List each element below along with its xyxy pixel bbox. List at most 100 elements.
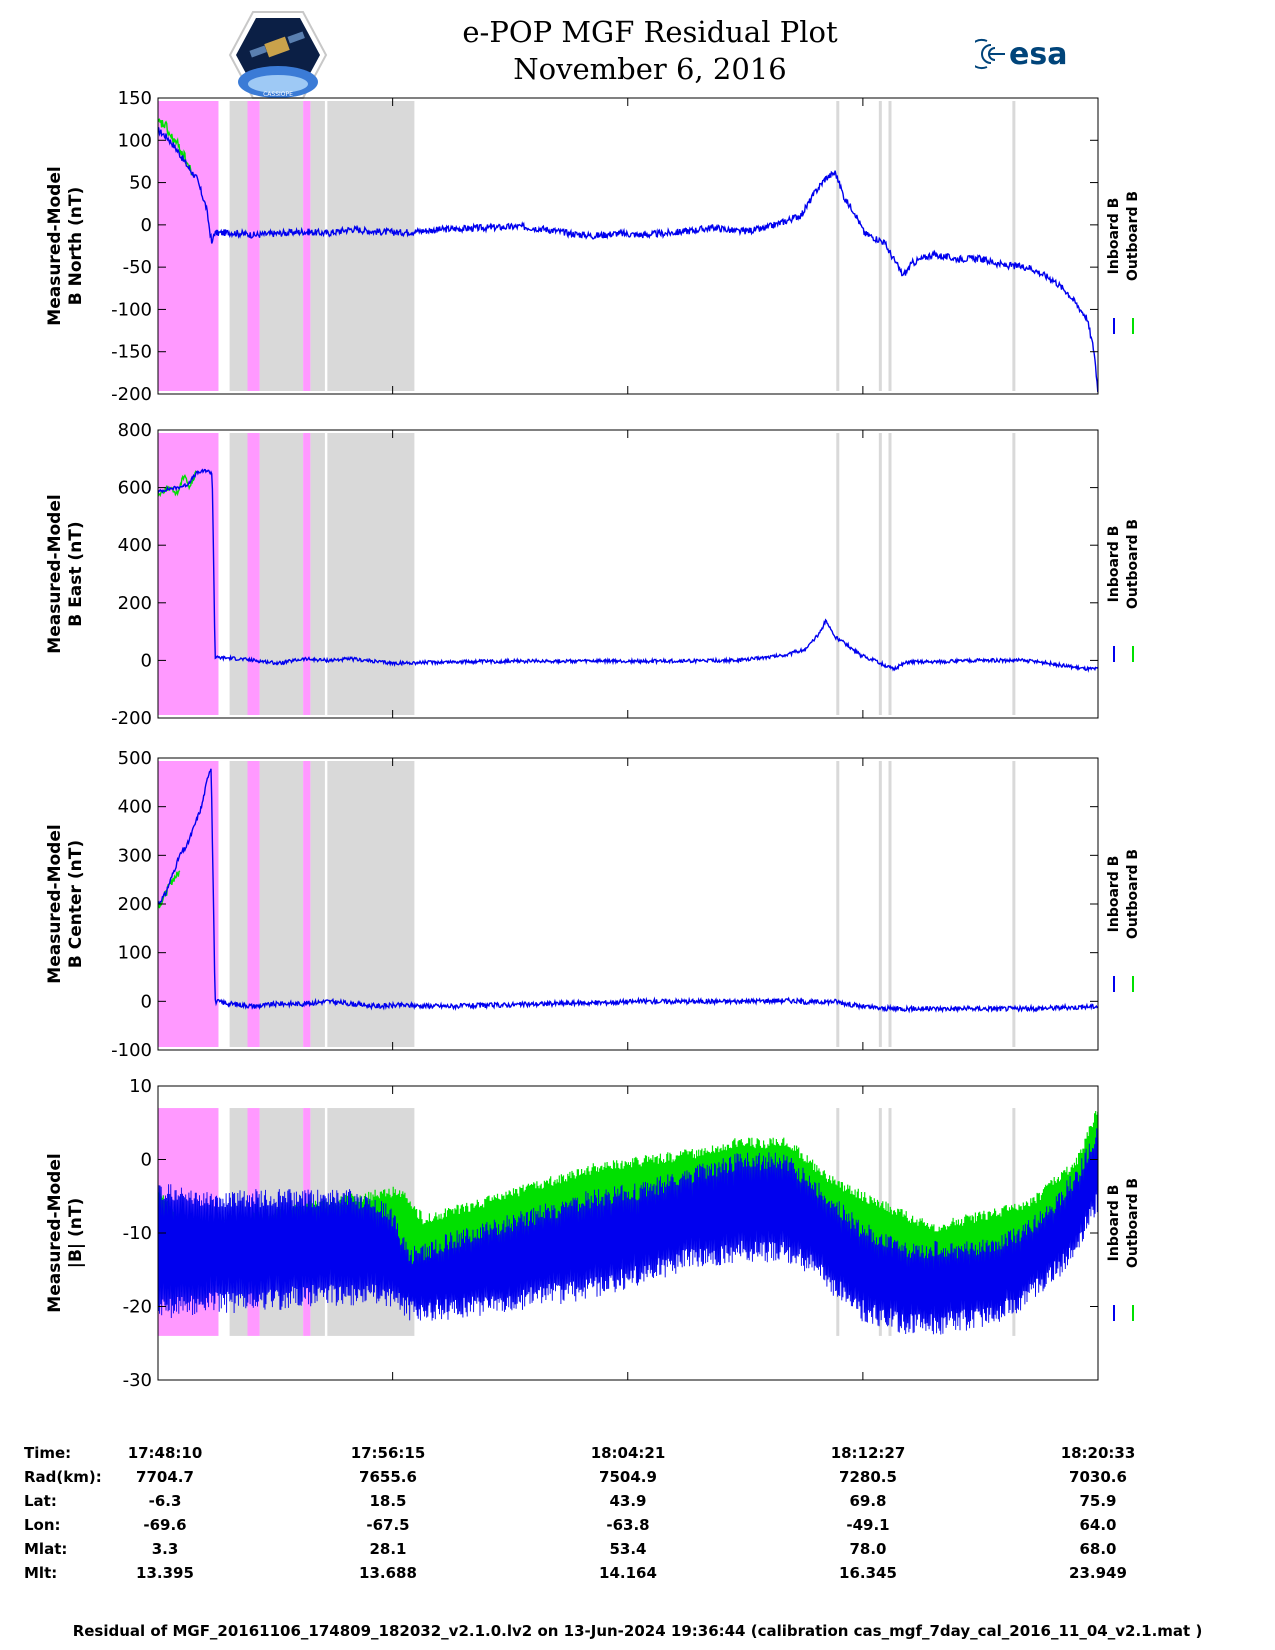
outboard-trace	[158, 470, 198, 498]
data-layer	[158, 468, 1098, 673]
y-tick-label: 10	[129, 1076, 152, 1097]
y-tick-label: 600	[118, 478, 152, 499]
gray-band	[229, 101, 248, 391]
panel-1: 150 100 50 0 -50 -100 -150 -200 Measured-ModelB …	[45, 88, 1141, 405]
footer-caption: Residual of MGF_20161106_174809_182032_v…	[72, 1622, 1203, 1640]
info-row: Rad(km): 7704.7 7655.6 7504.9 7280.5 7030.6	[0, 1468, 1275, 1490]
y-tick-label: 200	[118, 894, 152, 915]
info-value: 28.1	[369, 1540, 407, 1558]
pink-band	[158, 101, 219, 391]
gray-band	[310, 761, 325, 1047]
info-value: -49.1	[846, 1516, 890, 1534]
gray-band	[836, 101, 840, 391]
data-layer	[158, 1111, 1098, 1335]
gray-band	[259, 101, 304, 391]
y-tick-label: -50	[123, 257, 152, 278]
gray-band	[878, 761, 882, 1047]
pink-band	[247, 761, 260, 1047]
cassiope-logo: CASSIOPE	[228, 11, 328, 99]
gray-band	[310, 101, 325, 391]
info-value: -6.3	[148, 1492, 182, 1510]
pink-band	[158, 761, 219, 1047]
y-tick-label: -30	[123, 1370, 152, 1391]
gray-band	[229, 433, 248, 715]
panel-3: 500 400 300 200 100 0 -100 Measured-ModelB Cent…	[45, 748, 1141, 1061]
gray-band	[836, 761, 840, 1047]
info-row: Time: 17:48:10 17:56:15 18:04:21 18:12:27 18:…	[0, 1444, 1275, 1466]
info-value: 53.4	[609, 1540, 647, 1558]
legend-inboard-label: Inboard B	[1106, 1185, 1122, 1262]
pink-band	[303, 101, 311, 391]
info-row-label: Mlat:	[24, 1540, 68, 1558]
y-tick-label: 100	[118, 130, 152, 151]
info-value: 14.164	[599, 1564, 657, 1582]
info-value: 3.3	[151, 1540, 179, 1558]
y-tick-label: 0	[141, 991, 152, 1012]
info-value: 18:12:27	[830, 1444, 906, 1462]
esa-logo-text: esa	[1009, 37, 1067, 72]
pink-band	[158, 433, 219, 715]
info-row: Lon: -69.6 -67.5 -63.8 -49.1 64.0	[0, 1516, 1275, 1538]
data-layer	[158, 118, 1098, 393]
info-value: -69.6	[143, 1516, 187, 1534]
info-value: 18:04:21	[590, 1444, 666, 1462]
info-value: 18:20:33	[1060, 1444, 1136, 1462]
y-tick-label: 300	[118, 845, 152, 866]
y-tick-label: -20	[123, 1297, 152, 1318]
info-value: 17:48:10	[127, 1444, 203, 1462]
info-row-label: Lat:	[24, 1492, 57, 1510]
y-tick-label: 150	[118, 88, 152, 109]
info-value: 68.0	[1079, 1540, 1117, 1558]
legend-inboard-label: Inboard B	[1106, 856, 1122, 933]
gray-band	[259, 761, 304, 1047]
pink-band	[303, 761, 311, 1047]
info-value: 69.8	[849, 1492, 887, 1510]
esa-logo-emblem	[975, 39, 1005, 69]
info-value: 7704.7	[136, 1468, 194, 1486]
info-row-label: Lon:	[24, 1516, 61, 1534]
residual-plots: 150100500-50-100-150-200Measured-ModelB …	[45, 88, 1141, 1391]
y-tick-label: -200	[111, 384, 152, 405]
legend: Inboard B Outboard B	[1106, 849, 1141, 992]
page-title: e-POP MGF Residual Plot	[462, 15, 838, 49]
y-axis-label: Measured-ModelB North (nT)	[45, 166, 86, 325]
y-tick-label: 500	[118, 748, 152, 769]
pink-band	[247, 101, 260, 391]
orbit-info-table: Time: 17:48:10 17:56:15 18:04:21 18:12:27 18:…	[0, 1444, 1275, 1622]
info-value: 7504.9	[599, 1468, 657, 1486]
y-tick-label: 100	[118, 943, 152, 964]
panel-4: 10 0 -10 -20 -30 Measured-Model|B| (nT) Inboar…	[45, 1076, 1141, 1391]
y-tick-label: -150	[111, 342, 152, 363]
info-value: 17:56:15	[350, 1444, 426, 1462]
info-value: 64.0	[1079, 1516, 1117, 1534]
gray-band	[836, 433, 840, 715]
gray-band	[229, 761, 248, 1047]
info-value: -67.5	[366, 1516, 410, 1534]
gray-band	[327, 761, 415, 1047]
y-tick-label: 0	[141, 1150, 152, 1171]
gray-band	[888, 101, 892, 391]
y-tick-label: 50	[129, 173, 152, 194]
legend-outboard-label: Outboard B	[1125, 849, 1141, 939]
inboard-trace	[158, 1128, 1098, 1335]
y-tick-label: 0	[141, 215, 152, 236]
y-tick-label: -100	[111, 1040, 152, 1061]
y-axis-label: Measured-ModelB East (nT)	[45, 494, 86, 653]
info-row-label: Time:	[24, 1444, 72, 1462]
info-row: Mlat: 3.3 28.1 53.4 78.0 68.0	[0, 1540, 1275, 1562]
info-value: 13.688	[359, 1564, 417, 1582]
legend-outboard-label: Outboard B	[1125, 519, 1141, 609]
pink-band	[303, 433, 311, 715]
info-value: 23.949	[1069, 1564, 1127, 1582]
legend: Inboard B Outboard B	[1106, 1178, 1141, 1321]
gray-band	[327, 433, 415, 715]
gray-band	[1012, 433, 1016, 715]
legend-inboard-label: Inboard B	[1106, 198, 1122, 275]
inboard-trace	[158, 768, 1098, 1014]
y-tick-label: 200	[118, 593, 152, 614]
info-row-label: Rad(km):	[24, 1468, 102, 1486]
y-axis-label: Measured-Model|B| (nT)	[45, 1153, 86, 1312]
info-value: -63.8	[606, 1516, 650, 1534]
gray-band	[259, 433, 304, 715]
legend: Inboard B Outboard B	[1106, 191, 1141, 334]
